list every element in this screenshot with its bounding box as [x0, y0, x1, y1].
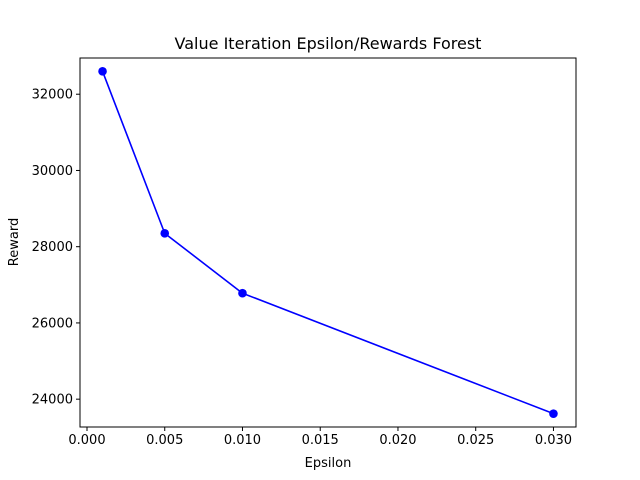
x-tick-label: 0.025 [457, 433, 494, 448]
x-tick-label: 0.015 [302, 433, 339, 448]
x-axis-label: Epsilon [305, 456, 352, 471]
data-point [98, 67, 107, 76]
x-axis-ticks: 0.000 0.005 0.010 0.015 0.020 0.025 0.030 [68, 427, 572, 448]
y-tick-label: 32000 [32, 88, 73, 103]
y-axis-label: Reward [7, 218, 22, 266]
series-layer [98, 67, 558, 418]
y-tick-label: 30000 [32, 164, 73, 179]
y-tick-label: 26000 [32, 316, 73, 331]
plot-area: 0.000 0.005 0.010 0.015 0.020 0.025 0.030 2400… [32, 57, 577, 448]
x-tick-label: 0.000 [68, 433, 105, 448]
x-tick-label: 0.005 [146, 433, 183, 448]
data-point [549, 409, 558, 418]
data-point [238, 288, 247, 298]
series-line [101, 71, 554, 415]
y-axis-ticks: 24000 26000 28000 30000 32000 [32, 88, 80, 408]
y-tick-label: 28000 [32, 240, 73, 255]
y-tick-label: 24000 [32, 393, 73, 408]
x-tick-label: 0.010 [224, 433, 261, 448]
x-tick-label: 0.020 [379, 433, 416, 448]
plot-frame [79, 57, 577, 428]
data-point [160, 229, 170, 238]
chart-title: Value Iteration Epsilon/Rewards Forest [175, 34, 482, 53]
x-tick-label: 0.030 [535, 433, 572, 448]
